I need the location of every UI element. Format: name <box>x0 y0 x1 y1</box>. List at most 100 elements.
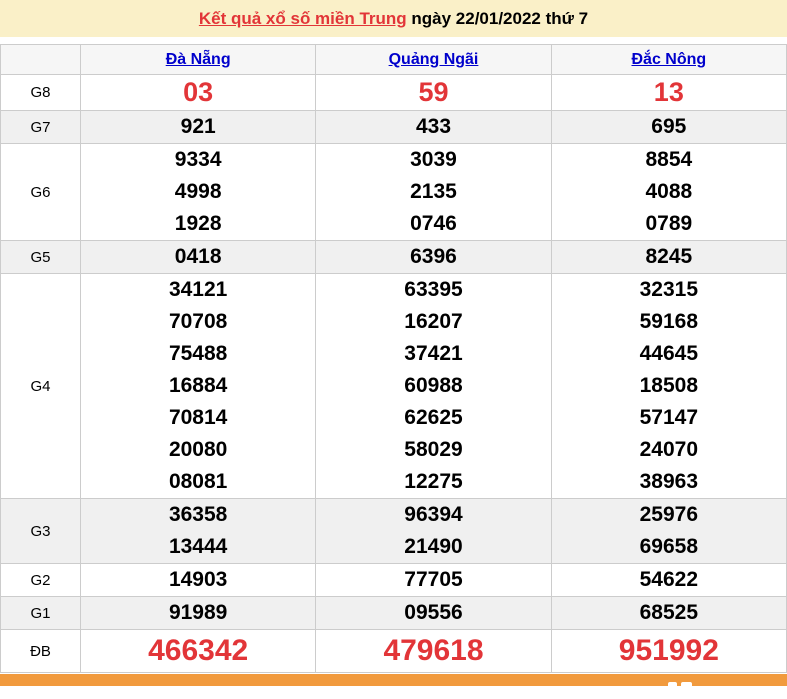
result-cell: 951992 <box>550 629 787 673</box>
table-row-g2: G2 14903 77705 54622 <box>0 563 787 597</box>
result-cell: 63395 16207 37421 60988 62625 58029 12275 <box>315 273 552 499</box>
result-cell: 433 <box>315 110 552 144</box>
corner-cell <box>0 44 81 75</box>
result-cell: 91989 <box>79 596 317 630</box>
result-number: 96394 <box>404 503 463 526</box>
title-link[interactable]: Kết quả xổ số miền Trung <box>198 8 407 28</box>
result-number: 695 <box>651 115 687 138</box>
result-number: 20080 <box>168 438 228 461</box>
result-cell: 14903 <box>79 563 317 597</box>
result-number: 38963 <box>639 470 699 493</box>
result-cell: 54622 <box>550 563 787 597</box>
result-cell: 34121 70708 75488 16884 70814 20080 08081 <box>79 273 317 499</box>
result-number: 921 <box>180 115 216 138</box>
result-number: 466342 <box>148 634 249 667</box>
result-number: 68525 <box>639 601 699 624</box>
result-number: 3039 <box>410 148 457 171</box>
title-bar: Kết quả xổ số miền Trung ngày 22/01/2022… <box>0 0 787 37</box>
result-cell: 9334 4998 1928 <box>79 143 317 241</box>
prize-label: G2 <box>0 563 81 597</box>
result-cell: 921 <box>79 110 317 144</box>
result-number: 59168 <box>639 310 699 333</box>
result-cell: 0418 <box>79 240 317 274</box>
result-cell: 77705 <box>315 563 552 597</box>
result-number: 70814 <box>168 406 228 429</box>
table-row-g3: G3 36358 13444 96394 21490 25976 69658 <box>0 498 787 564</box>
cutoff-text-fragment <box>681 682 692 686</box>
result-number: 63395 <box>404 278 463 301</box>
result-number: 57147 <box>639 406 699 429</box>
table-row-g1: G1 91989 09556 68525 <box>0 596 787 630</box>
column-header-quang-ngai[interactable]: Quảng Ngãi <box>315 44 552 75</box>
result-number: 16884 <box>168 374 228 397</box>
table-row-g8: G8 03 59 13 <box>0 74 787 111</box>
result-number: 70708 <box>168 310 228 333</box>
result-number: 13444 <box>168 535 228 558</box>
results-table-header: Đà Nẵng Quảng Ngãi Đắc Nông <box>0 44 787 75</box>
result-number: 09556 <box>404 601 463 624</box>
table-row-g5: G5 0418 6396 8245 <box>0 240 787 274</box>
result-number: 0746 <box>410 212 457 235</box>
result-cell: 3039 2135 0746 <box>315 143 552 241</box>
title-date: ngày 22/01/2022 thứ 7 <box>406 8 589 28</box>
result-number: 13 <box>653 77 684 107</box>
result-number: 32315 <box>639 278 699 301</box>
column-header-dac-nong[interactable]: Đắc Nông <box>550 44 787 75</box>
result-number: 4998 <box>174 180 222 203</box>
result-cell: 8854 4088 0789 <box>550 143 787 241</box>
result-number: 37421 <box>404 342 463 365</box>
result-number: 951992 <box>618 634 719 667</box>
result-cell: 466342 <box>79 629 317 673</box>
result-number: 36358 <box>168 503 228 526</box>
prize-label: G1 <box>0 596 81 630</box>
prize-label: G6 <box>0 143 81 241</box>
result-number: 18508 <box>639 374 699 397</box>
prize-label: G8 <box>0 74 81 111</box>
result-number: 03 <box>183 77 214 107</box>
column-header-da-nang[interactable]: Đà Nẵng <box>79 44 317 75</box>
result-cell: 479618 <box>315 629 552 673</box>
result-number: 433 <box>415 115 452 138</box>
result-number: 2135 <box>410 180 457 203</box>
result-number: 21490 <box>404 535 463 558</box>
result-number: 62625 <box>404 406 463 429</box>
results-table-body: G8 03 59 13 G7 921 433 695 G6 9334 4998 1928 3039 213… <box>0 74 787 673</box>
result-number: 14903 <box>168 568 228 591</box>
table-row-đb: ĐB 466342 479618 951992 <box>0 629 787 673</box>
result-number: 0418 <box>174 245 222 268</box>
prize-label: G3 <box>0 498 81 564</box>
result-cell: 59 <box>315 74 552 111</box>
result-number: 75488 <box>168 342 228 365</box>
result-cell: 09556 <box>315 596 552 630</box>
result-number: 8854 <box>645 148 693 171</box>
result-number: 60988 <box>404 374 463 397</box>
footer-bar <box>0 674 787 686</box>
result-cell: 03 <box>79 74 317 111</box>
result-cell: 68525 <box>550 596 787 630</box>
result-number: 479618 <box>383 634 484 667</box>
prize-label: G4 <box>0 273 81 499</box>
result-number: 69658 <box>639 535 699 558</box>
result-number: 58029 <box>404 438 463 461</box>
result-number: 6396 <box>410 245 457 268</box>
result-number: 24070 <box>639 438 699 461</box>
table-row-g7: G7 921 433 695 <box>0 110 787 144</box>
table-row-g4: G4 34121 70708 75488 16884 70814 20080 08081 633… <box>0 273 787 499</box>
result-cell: 36358 13444 <box>79 498 317 564</box>
table-row-g6: G6 9334 4998 1928 3039 2135 0746 8854 4088 0789 <box>0 143 787 241</box>
result-cell: 8245 <box>550 240 787 274</box>
result-number: 1928 <box>174 212 222 235</box>
result-number: 16207 <box>404 310 463 333</box>
prize-label: ĐB <box>0 629 81 673</box>
result-number: 54622 <box>639 568 699 591</box>
result-cell: 32315 59168 44645 18508 57147 24070 38963 <box>550 273 787 499</box>
result-number: 91989 <box>168 601 228 624</box>
prize-label: G5 <box>0 240 81 274</box>
result-number: 4088 <box>645 180 693 203</box>
result-cell: 13 <box>550 74 787 111</box>
result-cell: 25976 69658 <box>550 498 787 564</box>
result-cell: 6396 <box>315 240 552 274</box>
result-number: 44645 <box>639 342 699 365</box>
result-number: 08081 <box>168 470 228 493</box>
result-cell: 695 <box>550 110 787 144</box>
